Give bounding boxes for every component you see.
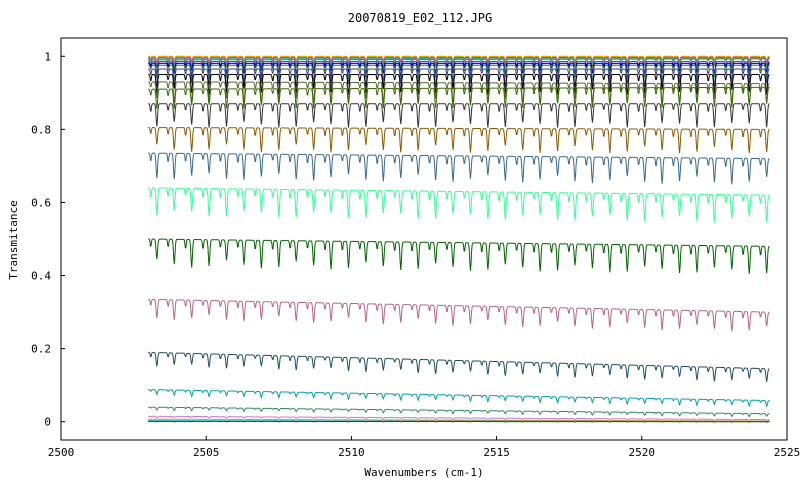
series-line-9 xyxy=(148,68,770,88)
series-line-5 xyxy=(148,58,770,70)
y-axis: 0 0.2 0.4 0.6 0.8 1 xyxy=(31,50,65,429)
series-line-25 xyxy=(148,420,770,423)
series-line-23 xyxy=(148,418,770,423)
series-line-12 xyxy=(148,86,770,109)
series-line-19 xyxy=(148,351,770,382)
series-line-10 xyxy=(148,74,770,95)
series-line-21 xyxy=(148,406,770,418)
x-tick-label: 2505 xyxy=(193,446,220,459)
series-line-16 xyxy=(148,187,770,223)
series-group xyxy=(148,55,770,423)
series-line-15 xyxy=(148,152,770,185)
series-line-8 xyxy=(148,64,770,82)
series-line-6 xyxy=(148,61,770,74)
y-tick-label: 0.8 xyxy=(31,123,51,136)
y-tick-label: 1 xyxy=(44,50,51,63)
series-line-17 xyxy=(148,238,770,274)
x-tick-label: 2510 xyxy=(338,446,365,459)
x-tick-label: 2515 xyxy=(483,446,510,459)
x-tick-label: 2525 xyxy=(774,446,800,459)
series-line-1 xyxy=(148,55,770,62)
x-axis-label: Wavenumbers (cm-1) xyxy=(364,466,483,479)
series-line-13 xyxy=(148,103,770,128)
y-tick-label: 0 xyxy=(44,416,51,429)
series-line-18 xyxy=(148,298,770,332)
series-line-20 xyxy=(148,389,770,408)
series-line-7 xyxy=(148,63,770,78)
series-line-22 xyxy=(148,415,770,422)
x-axis: 2500 2505 2510 2515 2520 2525 xyxy=(48,436,800,459)
chart-title: 20070819_E02_112.JPG xyxy=(348,11,493,25)
series-line-3 xyxy=(148,56,770,65)
y-tick-label: 0.2 xyxy=(31,343,51,356)
plot-area-frame xyxy=(60,37,788,441)
y-axis-label: Transmitance xyxy=(7,200,20,279)
x-tick-label: 2500 xyxy=(48,446,75,459)
y-tick-label: 0.6 xyxy=(31,196,51,209)
y-tick-label: 0.4 xyxy=(31,270,51,283)
series-line-4 xyxy=(148,57,770,68)
series-line-14 xyxy=(148,127,770,154)
x-tick-label: 2520 xyxy=(629,446,656,459)
series-line-11 xyxy=(148,81,770,106)
